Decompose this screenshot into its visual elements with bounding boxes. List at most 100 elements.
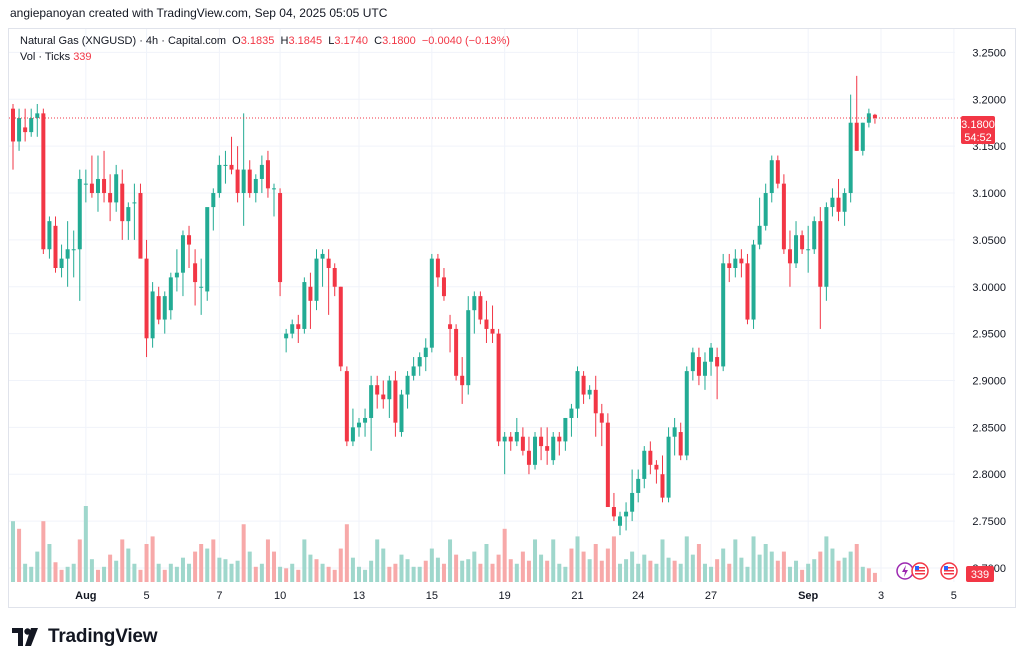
- price-chart[interactable]: 3.2500 3.2000 3.1500 3.1000 3.0500 3.0000 2.95…: [0, 0, 1024, 620]
- candle: [95, 155, 100, 212]
- candle: [611, 492, 616, 522]
- candle: [35, 103, 40, 137]
- volume-bar: [435, 557, 440, 582]
- chart-credit: angiepanoyan created with TradingView.co…: [10, 6, 388, 20]
- volume-bar: [830, 548, 835, 582]
- time-axis-tick-label: 7: [216, 590, 222, 602]
- candle: [272, 183, 277, 217]
- candle-body: [429, 258, 434, 348]
- volume-bar: [715, 559, 720, 582]
- price-axis-tick-label: 2.7500: [972, 516, 1006, 528]
- candle: [539, 427, 544, 461]
- candlesticks: [11, 75, 877, 536]
- candle-body: [800, 235, 805, 250]
- volume-bar: [842, 557, 847, 582]
- candle: [848, 94, 853, 203]
- volume-bar: [860, 566, 865, 582]
- candle-body: [211, 193, 216, 208]
- candle: [162, 291, 167, 334]
- candle-body: [496, 333, 501, 442]
- volume-bar: [636, 563, 641, 582]
- volume-bar: [733, 539, 738, 582]
- candle-body: [284, 333, 289, 339]
- volume-bar: [247, 551, 252, 582]
- volume-bar: [259, 563, 264, 582]
- candle: [156, 286, 161, 325]
- volume-bar: [108, 554, 113, 582]
- volume-bar: [854, 544, 859, 582]
- candle: [775, 155, 780, 189]
- candle: [411, 357, 416, 381]
- volume-bar: [41, 521, 46, 582]
- candle: [842, 188, 847, 226]
- candle: [259, 155, 264, 194]
- volume-value: 339: [73, 51, 92, 63]
- candle-body: [138, 193, 143, 259]
- candle: [484, 300, 489, 343]
- volume-bar: [678, 563, 683, 582]
- volume-bar: [818, 551, 823, 582]
- candle: [648, 441, 653, 475]
- candle: [247, 160, 252, 198]
- candle-body: [618, 516, 622, 526]
- candle: [59, 244, 64, 278]
- candle: [545, 427, 550, 465]
- time-axis-tick-label: Aug: [75, 590, 96, 602]
- lightning-icon: [902, 565, 908, 577]
- candle: [660, 455, 665, 503]
- time-axis[interactable]: Aug 5 7 10 13 15 19 21 24 27 Sep 3 5: [75, 590, 957, 602]
- price-axis-tick-label: 2.8000: [972, 469, 1006, 481]
- price-axis[interactable]: 3.2500 3.2000 3.1500 3.1000 3.0500 3.0000 2.95…: [972, 47, 1006, 575]
- volume-bar: [751, 536, 756, 582]
- symbol-name[interactable]: Natural Gas (XNGUSD): [20, 35, 137, 47]
- legend-separator: ·: [136, 35, 146, 47]
- candle: [702, 352, 707, 390]
- candle: [678, 422, 683, 461]
- candle-body: [338, 286, 343, 367]
- volume-bar: [399, 554, 404, 582]
- candle-body: [721, 263, 726, 367]
- candle-body: [441, 277, 446, 297]
- low-label: L: [328, 35, 335, 47]
- volume-bar: [320, 563, 325, 582]
- candle: [278, 188, 283, 297]
- candle: [502, 432, 507, 475]
- volume-bar: [545, 560, 550, 582]
- volume-bar: [338, 548, 343, 582]
- volume-bar: [302, 539, 307, 582]
- volume-bar: [563, 566, 568, 582]
- time-axis-tick-label: 24: [632, 590, 644, 602]
- candle-body: [11, 108, 15, 142]
- candle: [478, 291, 483, 325]
- candle: [696, 347, 701, 386]
- interval-label[interactable]: 4h: [145, 35, 159, 47]
- candle-body: [399, 394, 404, 433]
- candle-body: [435, 258, 440, 278]
- candle: [435, 253, 440, 287]
- volume-bar: [514, 563, 519, 582]
- volume-bar: [672, 560, 677, 582]
- volume-bar: [520, 551, 525, 582]
- volume-bar: [472, 551, 477, 582]
- candle: [102, 150, 107, 203]
- time-axis-tick-label: 15: [426, 590, 438, 602]
- candle-body: [502, 436, 507, 442]
- volume-bar: [454, 554, 459, 582]
- candle: [575, 366, 580, 418]
- candle-body: [205, 207, 210, 292]
- volume-label[interactable]: Vol · Ticks: [20, 51, 71, 63]
- candle: [551, 432, 556, 465]
- candle-body: [690, 352, 695, 372]
- candle: [818, 207, 823, 329]
- candle-body: [308, 286, 313, 301]
- candle-body: [235, 169, 240, 194]
- price-axis-tick-label: 3.2500: [972, 47, 1006, 59]
- price-axis-tick-label: 2.9000: [972, 375, 1006, 387]
- candle: [800, 230, 805, 254]
- candle: [381, 380, 386, 409]
- volume-bar: [284, 568, 289, 582]
- volume-bar: [138, 569, 143, 582]
- event-icons[interactable]: [896, 562, 958, 580]
- volume-bar: [126, 548, 131, 582]
- volume-bar: [369, 560, 374, 582]
